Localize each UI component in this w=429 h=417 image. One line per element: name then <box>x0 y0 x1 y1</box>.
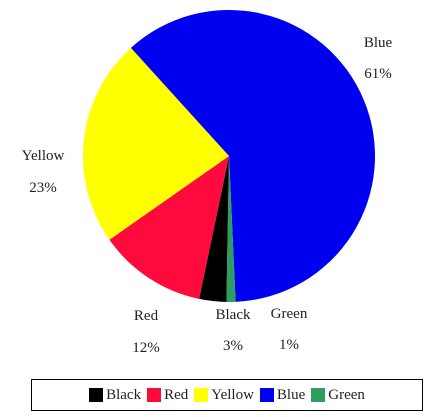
pie-slices <box>82 10 375 303</box>
legend-label-black: Black <box>106 386 142 403</box>
legend-label-red: Red <box>164 386 189 403</box>
legend-swatch-black <box>89 388 104 402</box>
legend-swatch-green <box>311 388 326 402</box>
legend-item-yellow: Yellow <box>194 387 254 404</box>
slice-name-label-red: Red <box>134 308 159 324</box>
pie-slice-red <box>109 156 229 299</box>
legend-label-green: Green <box>328 386 365 403</box>
pie-slice-yellow <box>82 47 229 240</box>
chart-legend: Black Red Yellow Blue Green <box>31 379 423 411</box>
slice-percent-label-red: 12% <box>132 340 160 356</box>
slice-name-label-black: Black <box>216 307 251 323</box>
slice-percent-label-green: 1% <box>279 337 299 353</box>
slice-percent-label-black: 3% <box>223 338 243 354</box>
legend-item-blue: Blue <box>259 386 306 404</box>
legend-item-red: Red <box>147 387 188 404</box>
slice-name-label-green: Green <box>271 306 308 322</box>
pie-slice-green <box>226 156 236 303</box>
slice-name-label-blue: Blue <box>364 35 393 51</box>
legend-item-green: Green <box>311 387 365 404</box>
legend-label-yellow: Yellow <box>211 386 254 403</box>
pie-slice-blue <box>130 10 375 302</box>
legend-item-black: Black <box>89 387 141 404</box>
pie-slice-black <box>199 156 229 302</box>
slice-name-label-yellow: Yellow <box>22 148 65 164</box>
legend-label-blue: Blue <box>276 386 306 403</box>
legend-swatch-yellow <box>194 388 209 402</box>
slice-percent-label-blue: 61% <box>364 66 392 82</box>
legend-swatch-blue <box>259 388 274 402</box>
slice-percent-label-yellow: 23% <box>29 180 57 196</box>
legend-swatch-red <box>147 388 162 402</box>
